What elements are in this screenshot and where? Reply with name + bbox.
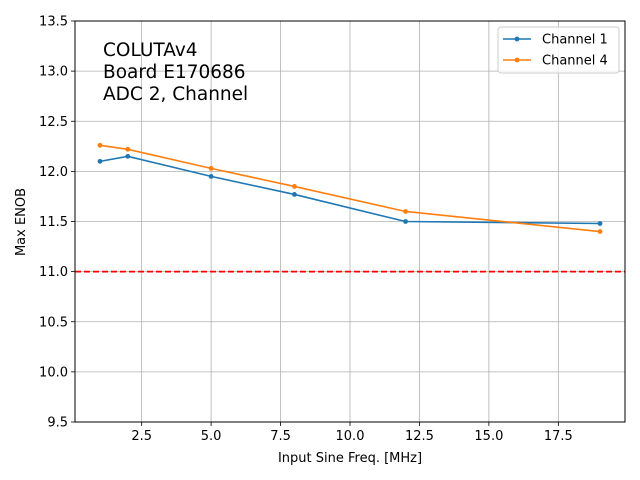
annotation-line-2: Board E170686 <box>103 62 246 83</box>
legend-label-channel-1: Channel 1 <box>542 33 608 48</box>
annotation-block: COLUTAv4 Board E170686 ADC 2, Channel <box>103 40 248 105</box>
legend-label-channel-4: Channel 4 <box>542 54 608 69</box>
data-point-channel-4 <box>97 142 103 148</box>
y-tick-label: 9.5 <box>47 416 68 431</box>
x-tick-label: 7.5 <box>270 429 291 444</box>
y-tick-label: 11.0 <box>39 265 68 280</box>
y-tick-label: 13.0 <box>39 65 68 80</box>
y-tick-label: 13.5 <box>39 15 68 30</box>
data-point-channel-4 <box>597 229 603 234</box>
legend: Channel 1 Channel 4 <box>497 26 620 74</box>
x-tick-label: 5.0 <box>201 429 222 444</box>
x-tick-label: 12.5 <box>405 429 434 444</box>
y-tick-label: 10.5 <box>39 315 68 330</box>
series-group <box>97 142 603 234</box>
data-point-channel-4 <box>403 209 408 214</box>
data-point-channel-4 <box>208 165 214 171</box>
series-line-channel-1 <box>99 155 601 225</box>
y-tick-label: 12.0 <box>39 165 68 180</box>
y-axis-ticks: 9.5 10.0 10.5 11.0 11.5 12.0 12.5 13.0 13.5 <box>39 15 75 431</box>
x-axis-label: Input Sine Freq. [MHz] <box>278 451 422 466</box>
data-point-channel-1 <box>125 153 131 159</box>
x-tick-label: 17.5 <box>544 429 573 444</box>
data-point-channel-1 <box>208 173 214 179</box>
data-point-channel-1 <box>403 219 408 224</box>
data-point-channel-1 <box>597 221 603 226</box>
x-tick-label: 15.0 <box>474 429 503 444</box>
data-point-channel-4 <box>292 184 297 189</box>
y-tick-label: 12.5 <box>39 115 68 130</box>
annotation-line-1: COLUTAv4 <box>103 40 198 61</box>
y-tick-label: 10.0 <box>39 365 68 380</box>
y-tick-label: 11.5 <box>39 215 68 230</box>
x-tick-label: 2.5 <box>131 429 152 444</box>
data-point-channel-1 <box>97 158 103 164</box>
x-tick-label: 10.0 <box>336 429 365 444</box>
legend-marker-channel-1 <box>514 36 520 42</box>
data-point-channel-1 <box>292 192 297 197</box>
x-axis-ticks: 2.5 5.0 7.5 10.0 12.5 15.0 17.5 <box>131 422 573 444</box>
y-axis-label: Max ENOB <box>14 188 29 256</box>
legend-marker-channel-4 <box>514 57 520 63</box>
annotation-line-3: ADC 2, Channel <box>103 84 248 105</box>
series-line-channel-4 <box>99 144 601 233</box>
data-point-channel-4 <box>125 146 131 152</box>
